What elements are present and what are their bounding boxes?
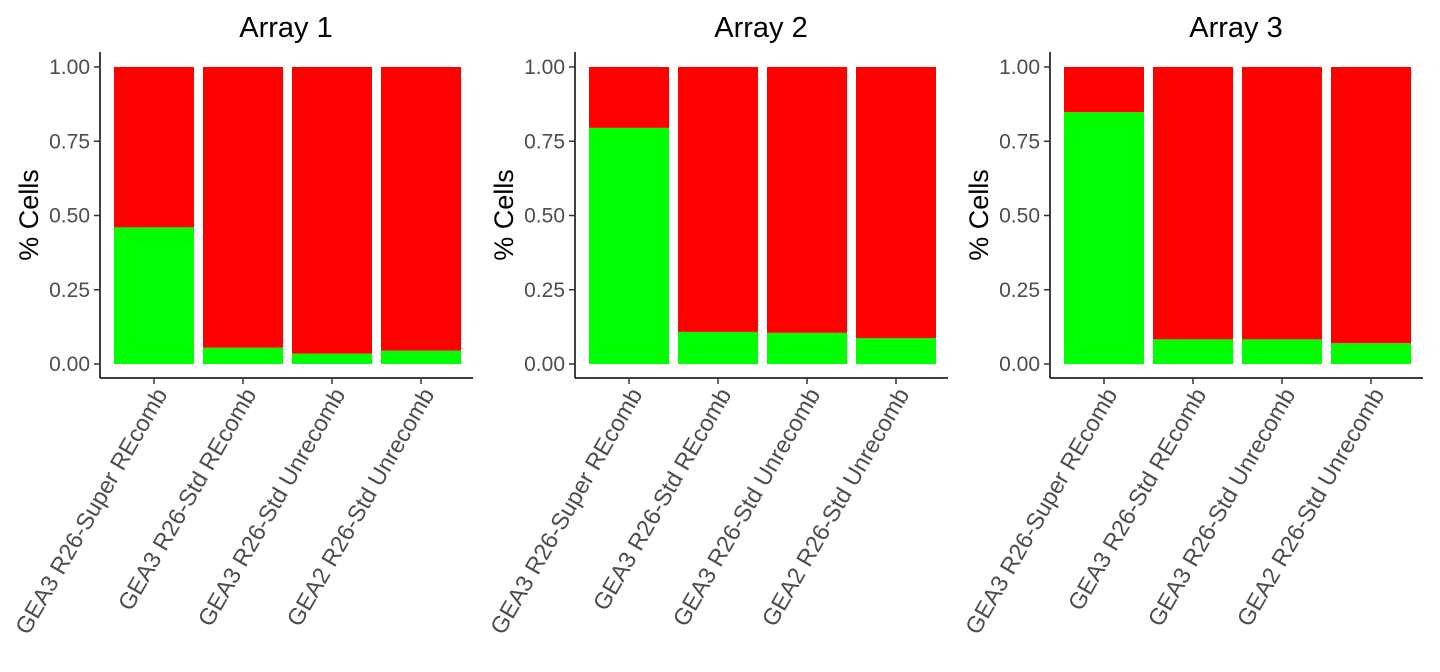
- bar-segment: [1331, 67, 1411, 344]
- y-tick-label: 0.75: [524, 130, 565, 153]
- chart-panel-3: 0.00 0.25 0.50 0.75 1.00 GEA3 R26-Super REcom…: [960, 12, 1423, 639]
- y-tick-label: 0.00: [524, 353, 565, 376]
- bar-segment: [1153, 67, 1233, 340]
- bar-segment: [1242, 67, 1322, 340]
- bar-segment: [292, 67, 372, 354]
- y-tick-label: 0.25: [524, 279, 565, 302]
- bar-segment: [589, 127, 669, 364]
- bar-segment: [203, 67, 283, 348]
- bar-segment: [678, 67, 758, 332]
- y-tick-label: 0.25: [999, 279, 1040, 302]
- y-tick-label: 0.50: [49, 205, 90, 228]
- bar-segment: [114, 227, 194, 364]
- bar-segment: [767, 67, 847, 333]
- y-tick-label: 0.75: [49, 130, 90, 153]
- y-axis-title: % Cells: [964, 169, 994, 261]
- chart-panel-1: 0.00 0.25 0.50 0.75 1.00 GEA3 R26-Super REcom…: [10, 12, 473, 639]
- bar-segment: [1064, 67, 1144, 113]
- x-tick-label: GEA3 R26-Super REcomb: [10, 384, 172, 639]
- y-tick-label: 0.00: [999, 353, 1040, 376]
- bar-segment: [381, 67, 461, 351]
- chart-panel-2: 0.00 0.25 0.50 0.75 1.00 GEA3 R26-Super REcom…: [485, 12, 948, 639]
- y-tick-label: 1.00: [524, 56, 565, 79]
- bar-segment: [1064, 112, 1144, 364]
- y-tick-label: 1.00: [999, 56, 1040, 79]
- bar-segment: [767, 332, 847, 364]
- bar-segment: [856, 67, 936, 339]
- x-tick-label: GEA3 R26-Super REcomb: [960, 384, 1122, 639]
- chart-title: Array 1: [239, 12, 332, 44]
- y-tick-label: 0.00: [49, 353, 90, 376]
- bar-segment: [856, 338, 936, 364]
- x-tick-label: GEA3 R26-Super REcomb: [485, 384, 647, 639]
- chart-title: Array 3: [1189, 12, 1282, 44]
- bar-segment: [381, 350, 461, 364]
- y-axis-title: % Cells: [489, 169, 519, 261]
- bar-segment: [1331, 343, 1411, 364]
- bar-segment: [1153, 339, 1233, 364]
- bar-segment: [203, 347, 283, 364]
- chart-title: Array 2: [714, 12, 807, 44]
- bar-segment: [1242, 339, 1322, 364]
- y-tick-label: 0.50: [524, 205, 565, 228]
- y-tick-label: 0.75: [999, 130, 1040, 153]
- y-axis-title: % Cells: [14, 169, 44, 261]
- bar-segment: [678, 331, 758, 364]
- y-tick-label: 0.50: [999, 205, 1040, 228]
- y-tick-label: 0.25: [49, 279, 90, 302]
- bar-segment: [589, 67, 669, 128]
- y-tick-label: 1.00: [49, 56, 90, 79]
- bar-segment: [292, 353, 372, 364]
- bar-segment: [114, 67, 194, 228]
